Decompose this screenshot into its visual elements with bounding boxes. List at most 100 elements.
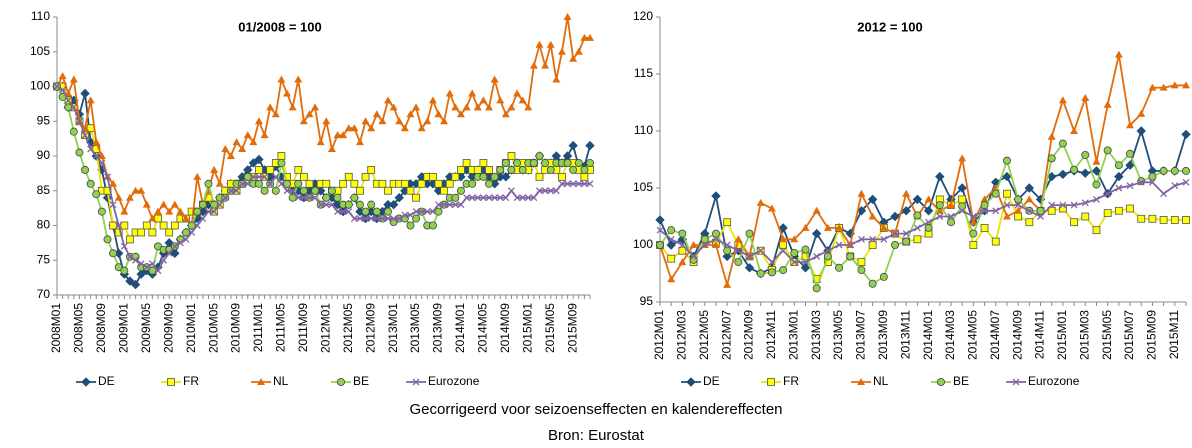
series-marker xyxy=(266,103,275,111)
series-marker xyxy=(115,222,123,229)
series-marker xyxy=(372,110,381,118)
x-tick-label: 2014M03 xyxy=(943,310,957,360)
series-marker xyxy=(980,195,989,203)
series-marker xyxy=(120,207,129,215)
series-marker xyxy=(1159,83,1168,91)
series-marker xyxy=(1070,218,1078,227)
series-marker xyxy=(936,213,944,220)
series-marker xyxy=(1047,154,1056,163)
series-marker xyxy=(779,266,788,275)
x-tick-label: 2015M09 xyxy=(565,303,579,353)
series-marker xyxy=(435,201,442,209)
series-marker xyxy=(490,172,499,181)
series-marker xyxy=(58,72,67,80)
series-marker xyxy=(148,266,157,275)
series-marker xyxy=(205,208,212,216)
series-marker xyxy=(779,247,787,255)
series-marker xyxy=(518,96,527,104)
legend-marker xyxy=(412,378,420,386)
series-marker xyxy=(1137,109,1146,117)
series-marker xyxy=(367,215,375,223)
series-marker xyxy=(1159,166,1168,175)
series-marker xyxy=(958,154,967,162)
series-marker xyxy=(700,235,709,244)
series-marker xyxy=(254,179,263,188)
series-marker xyxy=(271,186,280,195)
legend-marker xyxy=(336,377,345,386)
legend-marker xyxy=(167,378,175,386)
series-marker xyxy=(667,275,676,283)
series-marker xyxy=(92,190,101,199)
series-marker xyxy=(322,193,331,202)
series-marker xyxy=(490,75,499,83)
legend-label: BE xyxy=(353,374,369,388)
series-marker xyxy=(266,165,275,174)
legend-marker xyxy=(81,377,91,387)
x-tick-label: 2014M01 xyxy=(921,310,935,360)
series-marker xyxy=(248,158,259,168)
series-marker xyxy=(667,226,676,235)
series-marker xyxy=(757,247,765,255)
series-marker xyxy=(440,117,449,125)
series-marker xyxy=(1170,166,1179,175)
y-tick-label: 105 xyxy=(633,180,653,194)
legend-label: FR xyxy=(783,374,799,388)
series-marker xyxy=(384,215,392,223)
series-marker xyxy=(339,179,348,188)
series-marker xyxy=(125,193,134,201)
x-tick-label: 2013M07 xyxy=(854,310,868,360)
series-marker xyxy=(552,187,560,195)
series-marker xyxy=(356,186,364,195)
series-marker xyxy=(255,165,263,174)
series-marker xyxy=(350,193,359,202)
series-marker xyxy=(563,158,572,167)
series-marker xyxy=(272,173,280,181)
series-marker xyxy=(355,200,364,209)
series-marker xyxy=(193,207,202,216)
series-marker xyxy=(401,211,409,219)
series-marker xyxy=(569,180,577,188)
series-line xyxy=(56,85,590,273)
x-tick-label: 2009M09 xyxy=(161,303,175,353)
series-marker xyxy=(1070,127,1079,134)
series-marker xyxy=(277,180,285,188)
series-marker xyxy=(745,229,754,238)
series-marker xyxy=(160,256,168,264)
series-marker xyxy=(1181,129,1191,140)
series-marker xyxy=(913,224,921,232)
series-marker xyxy=(935,201,944,210)
series-marker xyxy=(1103,100,1112,108)
x-tick-label: 2009M05 xyxy=(139,303,153,353)
y-tick-label: 80 xyxy=(37,218,51,232)
series-marker xyxy=(1058,204,1067,213)
x-tick-label: 2008M09 xyxy=(94,303,108,353)
series-marker xyxy=(501,110,510,118)
series-marker xyxy=(339,208,347,216)
series-marker xyxy=(445,179,454,188)
series-marker xyxy=(580,33,589,41)
legend-marker xyxy=(257,378,265,385)
series-marker xyxy=(1136,126,1146,136)
series-marker xyxy=(800,263,811,273)
x-tick-label: 2014M07 xyxy=(988,310,1002,360)
series-marker xyxy=(176,207,185,215)
series-marker xyxy=(969,218,978,226)
series-marker xyxy=(1093,195,1100,203)
x-tick-label: 2011M05 xyxy=(274,303,288,352)
x-tick-label: 2015M09 xyxy=(1145,310,1159,360)
series-marker xyxy=(485,165,493,174)
series-marker xyxy=(656,226,664,234)
series-marker xyxy=(1081,93,1090,101)
series-marker xyxy=(283,179,292,188)
series-marker xyxy=(233,187,240,195)
series-marker xyxy=(114,228,123,237)
series-marker xyxy=(249,138,258,146)
series-marker xyxy=(125,276,135,286)
series-marker xyxy=(299,172,308,181)
series-line xyxy=(56,86,591,273)
series-marker xyxy=(294,194,302,202)
series-marker xyxy=(418,208,426,216)
series-marker xyxy=(428,96,437,104)
series-marker xyxy=(569,54,578,62)
series-marker xyxy=(992,207,1000,215)
